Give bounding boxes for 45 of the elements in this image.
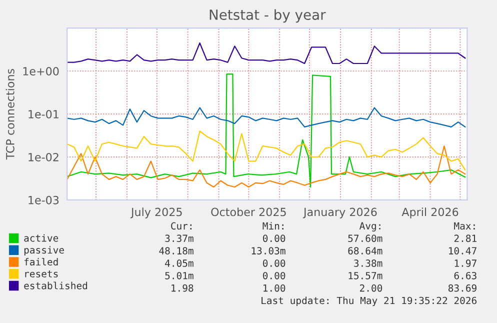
text: 0.00 [262, 260, 286, 267]
chart-title: Netstat - by year [210, 9, 326, 23]
x-tick-label: January 2026 [302, 208, 377, 218]
x-tick-label: July 2025 [130, 208, 182, 218]
y-axis-title: TCP connections [6, 68, 14, 160]
y-tick-label: 1e-01 [28, 110, 58, 118]
text: 83.69 [448, 284, 476, 292]
line-series [67, 145, 466, 188]
line-series [67, 42, 466, 64]
legend-label: active [24, 234, 58, 242]
x-tick-label: October 2025 [211, 208, 286, 216]
text: 1.97 [454, 260, 476, 267]
y-tick-label: 1e+00 [23, 67, 59, 76]
legend-label: passive [24, 246, 64, 256]
y-tick-label: 1e-02 [28, 152, 58, 162]
line-series [67, 107, 466, 128]
text: 5.01m [165, 272, 194, 280]
text: 2.00 [360, 284, 382, 292]
text: Cur: [171, 222, 192, 230]
y-tick-label: 1e-03 [28, 196, 59, 204]
text: Min: [262, 222, 284, 230]
text: 0.00 [262, 234, 286, 242]
text: 48.18m [159, 247, 194, 254]
text: 57.60m [348, 234, 382, 242]
text: 15.57m [348, 272, 382, 280]
text: Max: [454, 222, 475, 230]
text: 68.64m [348, 247, 382, 254]
line-series [67, 74, 466, 188]
text: 3.37m [165, 234, 194, 242]
text: 0.00 [262, 272, 286, 280]
legend-label: established [24, 282, 88, 290]
text: 1.00 [264, 284, 286, 292]
text: 3.38m [354, 260, 382, 267]
text: 1.98 [172, 284, 194, 292]
legend-label: failed [24, 258, 58, 266]
text: 13.03m [252, 247, 286, 254]
text: Last update: Thu May 21 19:35:22 2026 [262, 296, 476, 306]
line-series [67, 130, 466, 170]
text: 4.05m [165, 260, 194, 267]
text: Avg: [359, 222, 380, 232]
legend-label: resets [25, 270, 58, 278]
text: 10.47 [449, 247, 476, 254]
x-tick-label: April 2026 [402, 208, 458, 218]
text: 6.63 [454, 272, 476, 280]
text: 2.81 [454, 234, 476, 242]
